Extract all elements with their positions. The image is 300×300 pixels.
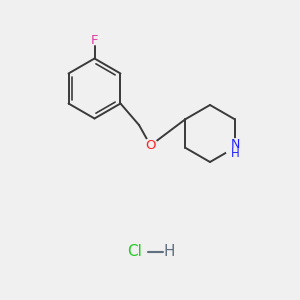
Text: H: H (231, 147, 240, 160)
Text: N: N (231, 138, 240, 151)
Text: F: F (91, 34, 98, 47)
Text: H: H (164, 244, 175, 260)
Text: Cl: Cl (128, 244, 142, 260)
Text: O: O (145, 139, 156, 152)
